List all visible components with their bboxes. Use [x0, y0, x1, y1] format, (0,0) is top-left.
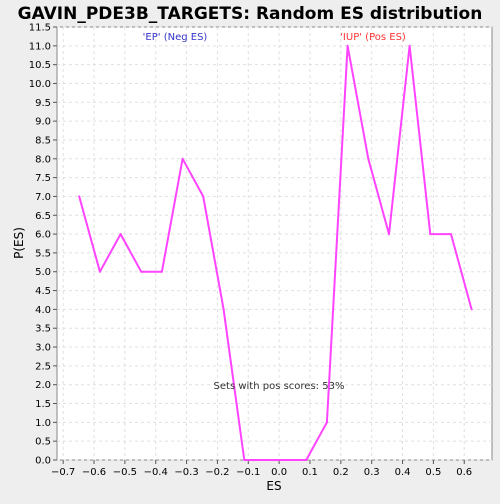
data-point	[387, 233, 390, 236]
y-axis: 0.0 0.5 1.0 1.5 2.0 2.5 3.0 3.5 4.0 4.5 5.0 5.5 6.0 6…	[29, 23, 57, 467]
series-layer	[78, 44, 473, 461]
x-tick-label: 0.3	[364, 467, 380, 478]
y-tick-label: 7.0	[35, 192, 51, 203]
x-tick-label: 0.0	[271, 467, 287, 478]
x-tick-label: −0.6	[82, 467, 106, 478]
x-tick-label: −0.3	[174, 467, 198, 478]
data-point	[305, 459, 308, 461]
y-tick-label: 0.0	[35, 456, 51, 467]
x-tick-label: 0.4	[395, 467, 411, 478]
data-point	[408, 44, 411, 47]
y-tick-label: 9.5	[35, 98, 51, 109]
data-point	[243, 459, 246, 461]
data-point	[181, 157, 184, 160]
annotation-pos-scores: Sets with pos scores: 53%	[214, 381, 345, 392]
data-point	[140, 270, 143, 273]
x-axis: −0.7 −0.6 −0.5 −0.4 −0.3 −0.2 −0.1 0.0 0.1 0.2 0.3…	[51, 460, 472, 478]
y-tick-label: 6.0	[35, 230, 51, 241]
y-tick-label: 10.0	[29, 79, 51, 90]
y-tick-label: 11.5	[29, 23, 51, 34]
data-point	[449, 233, 452, 236]
data-point	[98, 270, 101, 273]
plot-area	[56, 26, 493, 461]
x-tick-label: 0.5	[425, 467, 441, 478]
data-point	[78, 195, 81, 198]
y-tick-label: 4.5	[35, 286, 51, 297]
y-tick-label: 3.0	[35, 343, 51, 354]
series-line	[78, 44, 473, 461]
data-point	[429, 233, 432, 236]
data-point	[202, 195, 205, 198]
data-point	[284, 459, 287, 461]
y-tick-label: 2.5	[35, 361, 51, 372]
x-tick-label: −0.5	[113, 467, 137, 478]
x-tick-label: 0.6	[456, 467, 472, 478]
y-tick-label: 6.5	[35, 211, 51, 222]
y-tick-label: 3.5	[35, 324, 51, 335]
y-tick-label: 4.0	[35, 305, 51, 316]
data-point	[263, 459, 266, 461]
data-point	[160, 270, 163, 273]
y-tick-label: 5.5	[35, 248, 51, 259]
y-axis-label: P(ES)	[12, 227, 26, 259]
data-point	[119, 233, 122, 236]
x-tick-label: 0.1	[302, 467, 318, 478]
y-tick-label: 5.0	[35, 267, 51, 278]
grid	[57, 26, 492, 461]
y-tick-label: 10.5	[29, 60, 51, 71]
data-point	[367, 157, 370, 160]
x-tick-label: −0.7	[51, 467, 75, 478]
chart-title: GAVIN_PDE3B_TARGETS: Random ES distribut…	[18, 4, 483, 24]
x-tick-label: −0.1	[236, 467, 260, 478]
data-point	[222, 308, 225, 311]
x-tick-label: −0.2	[205, 467, 229, 478]
y-tick-label: 1.5	[35, 399, 51, 410]
y-tick-label: 1.0	[35, 418, 51, 429]
data-point	[470, 308, 473, 311]
y-tick-label: 9.0	[35, 117, 51, 128]
data-point	[346, 44, 349, 47]
y-tick-label: 2.0	[35, 380, 51, 391]
x-tick-label: 0.2	[333, 467, 349, 478]
y-tick-label: 11.0	[29, 41, 51, 52]
annotation-neg-es: 'EP' (Neg ES)	[143, 32, 208, 43]
y-tick-label: 7.5	[35, 173, 51, 184]
annotation-pos-es: 'IUP' (Pos ES)	[340, 32, 406, 43]
x-tick-label: −0.4	[144, 467, 168, 478]
x-axis-label: ES	[266, 479, 281, 493]
y-tick-label: 0.5	[35, 437, 51, 448]
y-tick-label: 8.5	[35, 135, 51, 146]
y-tick-label: 8.0	[35, 154, 51, 165]
data-point	[325, 421, 328, 424]
